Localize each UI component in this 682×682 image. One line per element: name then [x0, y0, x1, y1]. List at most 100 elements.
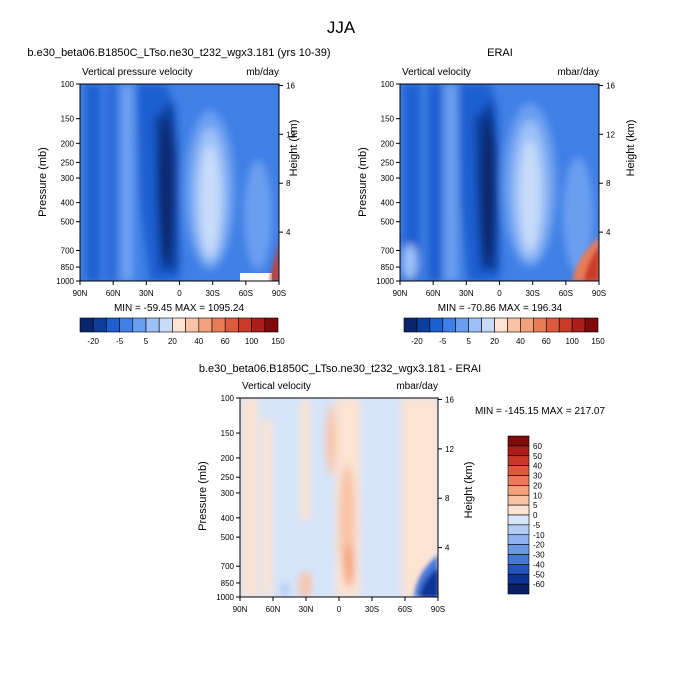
- y-right-tick-label: 4: [606, 228, 611, 237]
- panel-erai-subtitle-right: mbar/day: [557, 67, 599, 78]
- y-right-tick-label: 16: [286, 81, 295, 90]
- colorbar-label: 0: [533, 511, 538, 520]
- colorbar-swatch: [132, 317, 147, 333]
- y-tick-label: 700: [221, 562, 235, 571]
- colorbar-swatch: [533, 317, 547, 333]
- panel-model-ylabel-right: Height (km): [288, 120, 300, 177]
- colorbar-swatch: [145, 317, 160, 333]
- y-tick-label: 700: [381, 246, 395, 255]
- y-tick-label: 100: [61, 80, 75, 89]
- colorbar-swatch: [507, 465, 530, 476]
- colorbar-swatch: [264, 317, 279, 333]
- y-tick-label: 300: [221, 489, 235, 498]
- x-tick-label: 60S: [559, 289, 573, 298]
- y-tick-label: 250: [61, 158, 75, 167]
- panel-model-field: [80, 84, 279, 281]
- y-right-tick-label: 4: [286, 228, 291, 237]
- colorbar-swatch: [507, 514, 530, 526]
- panel-erai-yaxis-left: Pressure (mb) 100 150 200 250 300 400 500 700 85…: [357, 80, 400, 286]
- panel-model-ylabel: Pressure (mb): [37, 147, 49, 217]
- colorbar-swatch: [185, 317, 200, 333]
- figure-title: JJA: [327, 18, 356, 37]
- colorbar-swatch: [455, 317, 469, 333]
- y-tick-label: 500: [221, 533, 235, 542]
- x-tick-label: 90S: [272, 289, 286, 298]
- colorbar-label: -60: [533, 580, 545, 589]
- panel-erai-ylabel: Pressure (mb): [357, 147, 369, 217]
- colorbar-swatch: [238, 317, 252, 333]
- colorbar-swatch: [429, 317, 444, 333]
- colorbar-label: 10: [533, 491, 542, 500]
- colorbar-swatch: [468, 317, 482, 333]
- colorbar-swatch: [158, 317, 173, 333]
- colorbar-label: 40: [533, 462, 542, 471]
- panel-model-xaxis: 90N 60N 30N 0 30S 60S 90S: [73, 281, 286, 298]
- colorbar-label: -5: [116, 337, 124, 346]
- x-tick-label: 90N: [73, 289, 88, 298]
- y-right-tick-label: 12: [606, 130, 615, 139]
- y-tick-label: 300: [61, 174, 75, 183]
- x-tick-label: 90S: [592, 289, 606, 298]
- panel-diff-xaxis: 90N 60N 30N 0 30S 60S 90S: [233, 597, 445, 614]
- colorbar-label: 5: [466, 337, 471, 346]
- x-tick-label: 0: [337, 605, 342, 614]
- y-right-tick-label: 8: [606, 179, 611, 188]
- colorbar-swatch: [507, 317, 521, 333]
- panel-model-subtitle-right: mb/day: [246, 67, 279, 78]
- panel-diff-subtitle-right: mbar/day: [396, 381, 438, 392]
- colorbar-label: 100: [245, 337, 259, 346]
- panel-model-stats: MIN = -59.45 MAX = 1095.24: [114, 303, 245, 314]
- colorbar-swatch: [507, 534, 530, 545]
- colorbar-label: 5: [533, 501, 538, 510]
- colorbar-swatch: [416, 317, 431, 333]
- x-tick-label: 30N: [299, 605, 314, 614]
- colorbar-swatch: [507, 524, 530, 536]
- panel-erai-colorbar: -20 -5 5 20 40 60 100 150: [403, 317, 605, 346]
- y-tick-label: 700: [61, 246, 75, 255]
- colorbar-label: -30: [533, 551, 545, 560]
- x-tick-label: 0: [177, 289, 182, 298]
- colorbar-label: -50: [533, 570, 545, 579]
- y-tick-label: 1000: [376, 277, 394, 286]
- colorbar-swatch: [79, 317, 94, 333]
- y-tick-label: 1000: [216, 593, 234, 602]
- x-tick-label: 0: [497, 289, 502, 298]
- colorbar-label: 50: [533, 452, 542, 461]
- colorbar-label: 20: [168, 337, 177, 346]
- panel-diff-yaxis-left: Pressure (mb) 100 150 200 250 300 400 500 700 85…: [197, 394, 240, 602]
- panel-erai-subtitle-left: Vertical velocity: [402, 67, 471, 78]
- panel-diff-ylabel: Pressure (mb): [197, 461, 209, 531]
- colorbar-swatch: [198, 317, 213, 333]
- colorbar-swatch: [571, 317, 586, 333]
- x-tick-label: 60N: [266, 605, 281, 614]
- y-tick-label: 400: [221, 514, 235, 523]
- panel-erai-stats: MIN = -70.86 MAX = 196.34: [438, 303, 563, 314]
- colorbar-swatch: [507, 445, 530, 457]
- x-tick-label: 90N: [393, 289, 408, 298]
- colorbar-label: 40: [194, 337, 203, 346]
- colorbar-label: -20: [87, 337, 99, 346]
- colorbar-swatch: [92, 317, 107, 333]
- panel-diff-field: [240, 398, 438, 597]
- colorbar-label: 150: [591, 337, 605, 346]
- x-tick-label: 30N: [139, 289, 154, 298]
- colorbar-swatch: [442, 317, 457, 333]
- y-right-tick-label: 8: [286, 179, 291, 188]
- panel-diff-ylabel-right: Height (km): [463, 462, 475, 519]
- colorbar-swatch: [507, 564, 530, 575]
- colorbar-swatch: [251, 317, 266, 333]
- panel-diff-stats: MIN = -145.15 MAX = 217.07: [475, 406, 606, 417]
- y-right-tick-label: 16: [606, 81, 615, 90]
- y-right-tick-label: 12: [445, 445, 454, 454]
- y-right-tick-label: 4: [445, 544, 450, 553]
- x-tick-label: 30N: [459, 289, 474, 298]
- colorbar-label: 150: [271, 337, 285, 346]
- panel-erai-yaxis-right: Height (km) 16 12 8 4: [599, 81, 637, 237]
- colorbar-label: 20: [533, 481, 542, 490]
- x-tick-label: 90N: [233, 605, 248, 614]
- x-tick-label: 90S: [431, 605, 445, 614]
- colorbar-swatch: [211, 317, 226, 333]
- panel-erai-xaxis: 90N 60N 30N 0 30S 60S 90S: [393, 281, 606, 298]
